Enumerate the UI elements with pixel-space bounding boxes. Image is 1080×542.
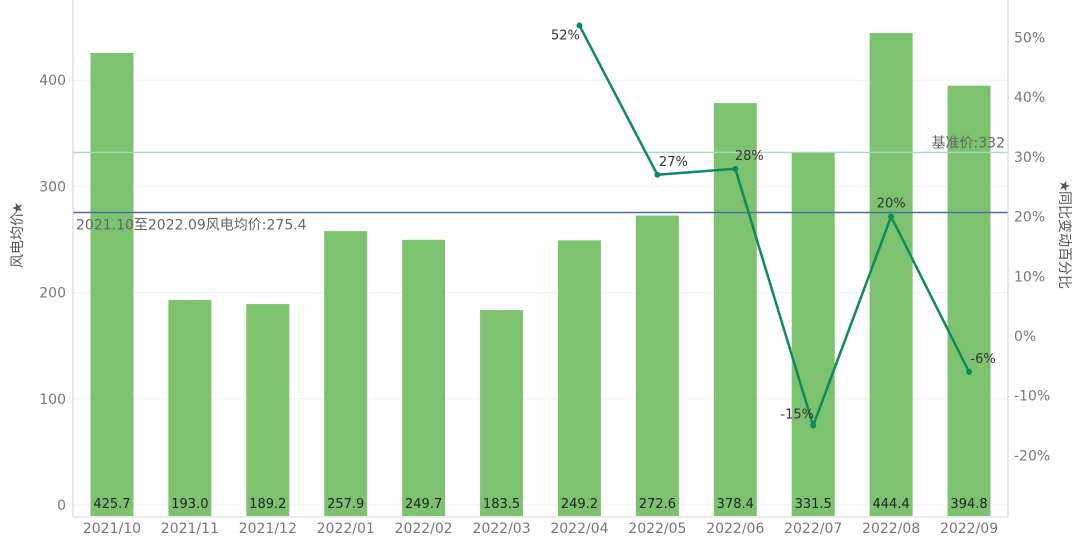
bar: [557, 240, 601, 516]
right-tick-label: 50%: [1014, 31, 1045, 47]
bar-series: 425.7 193.0 189.2 257.9 249.7 183.5 249.2 272.6…: [90, 33, 991, 517]
line-point: [576, 22, 583, 29]
bar-value-label: 444.4: [873, 497, 910, 512]
line-point: [966, 368, 973, 375]
bar-value-label: 331.5: [795, 497, 832, 512]
x-tick-label: 2021/10: [83, 521, 141, 537]
x-tick-label: 2022/04: [550, 521, 608, 537]
bar: [324, 231, 368, 516]
x-tick-label: 2022/09: [940, 521, 998, 537]
bar-value-label: 394.8: [950, 497, 987, 512]
line-point: [654, 171, 661, 178]
bar: [713, 103, 757, 517]
x-axis-categories: 2021/10 2021/11 2021/12 2022/01 2022/02 2022/…: [83, 521, 998, 537]
x-tick-label: 2022/02: [395, 521, 453, 537]
line-value-label: -15%: [780, 408, 814, 423]
bar: [246, 304, 290, 516]
x-tick-label: 2022/06: [706, 521, 764, 537]
left-tick-label: 200: [39, 286, 66, 302]
line-point: [732, 165, 739, 172]
line-value-label: -6%: [970, 352, 995, 367]
left-tick-label: 400: [39, 73, 66, 89]
right-axis-title: 同比变动百分比: [1056, 191, 1072, 289]
bar-value-label: 272.6: [639, 497, 676, 512]
bar: [480, 310, 524, 516]
bar-value-label: 378.4: [717, 497, 754, 512]
line-point: [888, 213, 895, 220]
bar-value-label: 249.7: [405, 497, 442, 512]
bar-value-label: 257.9: [327, 497, 364, 512]
x-tick-label: 2022/08: [862, 521, 920, 537]
bar: [635, 215, 679, 517]
x-tick-label: 2022/07: [784, 521, 842, 537]
bar-value-label: 183.5: [483, 497, 520, 512]
x-tick-label: 2022/01: [317, 521, 375, 537]
line-value-label: 28%: [735, 149, 764, 164]
left-tick-label: 0: [57, 498, 66, 514]
reference-line-label: 2021.10至2022.09风电均价:275.4: [76, 218, 307, 234]
left-tick-label: 100: [39, 392, 66, 408]
bar-value-label: 189.2: [249, 497, 286, 512]
bar: [947, 85, 991, 516]
line-path: [578, 25, 971, 427]
bar: [168, 300, 212, 516]
x-tick-label: 2022/05: [628, 521, 686, 537]
right-tick-label: 0%: [1014, 329, 1036, 345]
left-axis-ticks: 0 100 200 300 400: [39, 73, 1008, 514]
bar-value-label: 249.2: [561, 497, 598, 512]
right-tick-label: 10%: [1014, 269, 1045, 285]
axis-titles: 风电均价★ 同比变动百分比★: [10, 180, 1072, 289]
bar-value-label: 425.7: [93, 497, 130, 512]
line-series: 52% 27% 28% -15% 20% -6%: [551, 22, 996, 429]
line-value-label: 27%: [659, 155, 688, 170]
line-point: [810, 422, 817, 429]
x-tick-label: 2022/03: [472, 521, 530, 537]
bar: [90, 52, 134, 516]
x-tick-label: 2021/11: [161, 521, 219, 537]
line-value-label: 52%: [551, 29, 580, 44]
right-tick-label: -10%: [1014, 389, 1050, 405]
left-tick-label: 300: [39, 179, 66, 195]
right-tick-label: 40%: [1014, 90, 1045, 106]
reference-line-label: 基准价:332: [932, 134, 1005, 151]
bar: [869, 33, 913, 516]
left-axis-title: 风电均价: [10, 212, 26, 268]
x-tick-label: 2021/12: [239, 521, 297, 537]
bar-value-label: 193.0: [171, 497, 208, 512]
right-tick-label: 30%: [1014, 150, 1045, 166]
star-icon: ★: [10, 202, 26, 215]
right-axis-ticks: -20% -10% 0% 10% 20% 30% 40% 50%: [1014, 31, 1050, 465]
bar: [402, 239, 446, 516]
star-icon: ★: [1056, 180, 1072, 193]
right-tick-label: -20%: [1014, 448, 1050, 464]
reference-lines: 2021.10至2022.09风电均价:275.4 基准价:332: [73, 134, 1008, 234]
right-tick-label: 20%: [1014, 210, 1045, 226]
line-value-label: 20%: [877, 197, 906, 212]
bar: [791, 152, 835, 516]
